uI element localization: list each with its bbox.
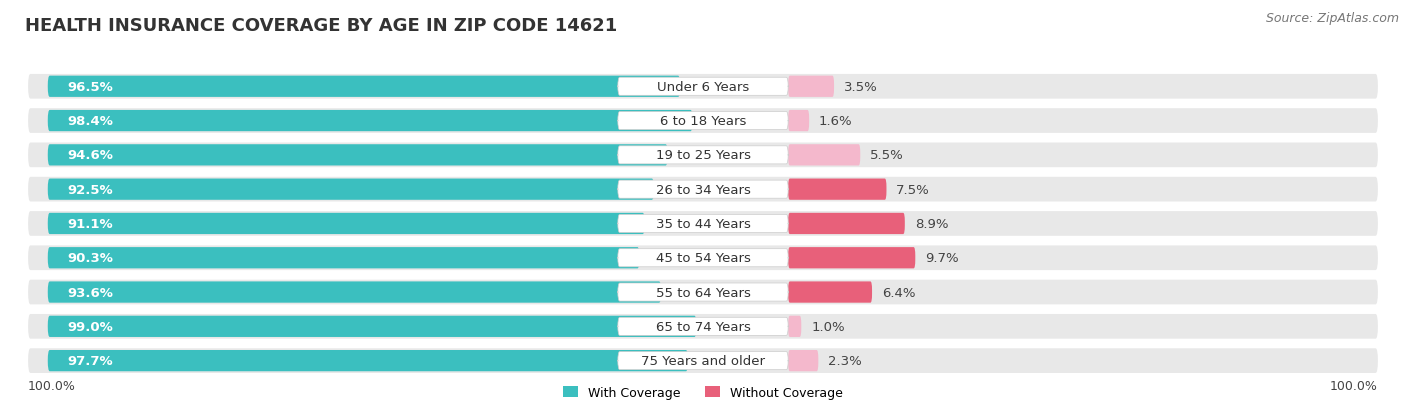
FancyBboxPatch shape bbox=[617, 147, 789, 164]
Text: 2.3%: 2.3% bbox=[828, 354, 862, 367]
FancyBboxPatch shape bbox=[28, 75, 1378, 100]
FancyBboxPatch shape bbox=[789, 282, 872, 303]
Text: 97.7%: 97.7% bbox=[67, 354, 112, 367]
Text: 6.4%: 6.4% bbox=[882, 286, 915, 299]
FancyBboxPatch shape bbox=[48, 316, 696, 337]
FancyBboxPatch shape bbox=[28, 177, 1378, 202]
FancyBboxPatch shape bbox=[789, 350, 818, 371]
FancyBboxPatch shape bbox=[28, 211, 1378, 236]
Text: 90.3%: 90.3% bbox=[67, 252, 114, 265]
FancyBboxPatch shape bbox=[617, 112, 789, 130]
FancyBboxPatch shape bbox=[48, 350, 688, 371]
FancyBboxPatch shape bbox=[617, 283, 789, 301]
FancyBboxPatch shape bbox=[617, 215, 789, 233]
Text: 8.9%: 8.9% bbox=[915, 217, 948, 230]
FancyBboxPatch shape bbox=[48, 179, 654, 200]
FancyBboxPatch shape bbox=[48, 111, 693, 132]
Text: 55 to 64 Years: 55 to 64 Years bbox=[655, 286, 751, 299]
Text: 75 Years and older: 75 Years and older bbox=[641, 354, 765, 367]
Text: 7.5%: 7.5% bbox=[896, 183, 929, 196]
Text: 100.0%: 100.0% bbox=[28, 379, 76, 392]
FancyBboxPatch shape bbox=[789, 247, 915, 269]
FancyBboxPatch shape bbox=[617, 180, 789, 199]
Text: 35 to 44 Years: 35 to 44 Years bbox=[655, 217, 751, 230]
Text: Source: ZipAtlas.com: Source: ZipAtlas.com bbox=[1265, 12, 1399, 25]
FancyBboxPatch shape bbox=[617, 249, 789, 267]
FancyBboxPatch shape bbox=[28, 349, 1378, 373]
FancyBboxPatch shape bbox=[28, 143, 1378, 168]
FancyBboxPatch shape bbox=[48, 282, 661, 303]
FancyBboxPatch shape bbox=[48, 213, 645, 235]
Text: 1.6%: 1.6% bbox=[818, 115, 852, 128]
Text: 26 to 34 Years: 26 to 34 Years bbox=[655, 183, 751, 196]
Text: 100.0%: 100.0% bbox=[1330, 379, 1378, 392]
FancyBboxPatch shape bbox=[617, 318, 789, 335]
FancyBboxPatch shape bbox=[48, 145, 668, 166]
FancyBboxPatch shape bbox=[28, 280, 1378, 305]
FancyBboxPatch shape bbox=[28, 314, 1378, 339]
FancyBboxPatch shape bbox=[48, 247, 640, 269]
Text: 6 to 18 Years: 6 to 18 Years bbox=[659, 115, 747, 128]
Text: 45 to 54 Years: 45 to 54 Years bbox=[655, 252, 751, 265]
Text: 96.5%: 96.5% bbox=[67, 81, 112, 93]
Text: HEALTH INSURANCE COVERAGE BY AGE IN ZIP CODE 14621: HEALTH INSURANCE COVERAGE BY AGE IN ZIP … bbox=[25, 17, 617, 34]
Text: 93.6%: 93.6% bbox=[67, 286, 114, 299]
FancyBboxPatch shape bbox=[789, 76, 834, 97]
FancyBboxPatch shape bbox=[28, 109, 1378, 133]
Text: 98.4%: 98.4% bbox=[67, 115, 114, 128]
Text: 92.5%: 92.5% bbox=[67, 183, 112, 196]
FancyBboxPatch shape bbox=[617, 352, 789, 370]
Text: Under 6 Years: Under 6 Years bbox=[657, 81, 749, 93]
Text: 5.5%: 5.5% bbox=[870, 149, 904, 162]
FancyBboxPatch shape bbox=[789, 111, 808, 132]
Legend: With Coverage, Without Coverage: With Coverage, Without Coverage bbox=[562, 386, 844, 399]
FancyBboxPatch shape bbox=[789, 316, 801, 337]
FancyBboxPatch shape bbox=[789, 213, 905, 235]
Text: 91.1%: 91.1% bbox=[67, 217, 112, 230]
Text: 1.0%: 1.0% bbox=[811, 320, 845, 333]
Text: 19 to 25 Years: 19 to 25 Years bbox=[655, 149, 751, 162]
Text: 3.5%: 3.5% bbox=[844, 81, 877, 93]
FancyBboxPatch shape bbox=[48, 76, 681, 97]
FancyBboxPatch shape bbox=[28, 246, 1378, 271]
Text: 99.0%: 99.0% bbox=[67, 320, 112, 333]
FancyBboxPatch shape bbox=[617, 78, 789, 96]
Text: 9.7%: 9.7% bbox=[925, 252, 959, 265]
Text: 65 to 74 Years: 65 to 74 Years bbox=[655, 320, 751, 333]
FancyBboxPatch shape bbox=[789, 179, 886, 200]
FancyBboxPatch shape bbox=[789, 145, 860, 166]
Text: 94.6%: 94.6% bbox=[67, 149, 114, 162]
